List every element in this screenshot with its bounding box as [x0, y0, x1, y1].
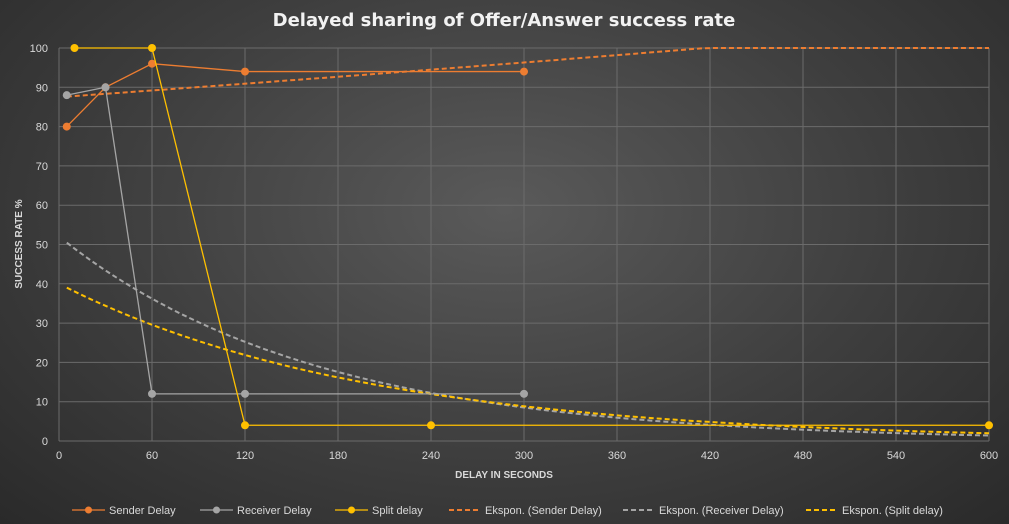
y-tick-labels: 0 10 20 30 40 50 60 70 80 90 100 [30, 43, 48, 448]
trendline [66, 47, 989, 98]
data-point [520, 389, 528, 398]
data-point [62, 122, 71, 131]
x-tick-label: 420 [701, 450, 719, 462]
data-point [148, 59, 156, 68]
x-tick-labels: 0 60 120 180 240 300 360 420 480 540 600 [56, 450, 998, 462]
legend-label: Receiver Delay [237, 505, 312, 517]
data-point [101, 83, 110, 92]
y-tick-label: 50 [36, 240, 48, 252]
legend-label: Sender Delay [109, 505, 176, 517]
legend-marker [213, 506, 220, 514]
y-tick-label: 60 [36, 200, 48, 212]
y-tick-label: 100 [30, 43, 48, 55]
legend: Sender Delay Receiver Delay Split delay Eks… [72, 505, 943, 517]
y-tick-label: 0 [42, 436, 48, 448]
y-tick-label: 90 [36, 82, 48, 94]
legend-marker [348, 506, 355, 514]
x-tick-label: 60 [146, 450, 158, 462]
x-tick-label: 300 [515, 450, 533, 462]
y-tick-label: 40 [36, 279, 48, 291]
trendline [66, 241, 990, 437]
series [62, 44, 993, 430]
data-point [520, 67, 528, 76]
y-tick-label: 70 [36, 161, 48, 173]
trendlines [66, 47, 990, 437]
chart-title: Delayed sharing of Offer/Answer success … [273, 10, 736, 31]
y-tick-label: 20 [36, 357, 48, 369]
legend-marker [85, 506, 92, 514]
data-point [241, 421, 249, 430]
data-point [241, 389, 249, 398]
series-line [66, 86, 524, 395]
y-tick-label: 80 [36, 122, 48, 134]
grid [58, 47, 990, 442]
x-tick-label: 600 [980, 450, 998, 462]
y-tick-label: 30 [36, 318, 48, 330]
x-tick-label: 480 [794, 450, 812, 462]
data-point [148, 389, 156, 398]
series-line [74, 47, 989, 426]
data-point [62, 91, 71, 100]
data-point [427, 421, 435, 430]
trendline [66, 286, 990, 435]
x-tick-label: 360 [608, 450, 626, 462]
legend-label: Ekspon. (Split delay) [842, 505, 943, 517]
legend-label: Ekspon. (Receiver Delay) [659, 505, 784, 517]
series-line [66, 63, 524, 128]
data-point [70, 44, 79, 52]
x-tick-label: 180 [329, 450, 347, 462]
data-point [985, 421, 993, 430]
x-tick-label: 240 [422, 450, 440, 462]
x-tick-label: 0 [56, 450, 62, 462]
y-axis-title: SUCCESS RATE % [14, 199, 25, 288]
data-point [241, 67, 249, 76]
data-point [148, 44, 156, 52]
y-tick-label: 10 [36, 397, 48, 409]
x-tick-label: 120 [236, 450, 254, 462]
x-tick-label: 540 [887, 450, 905, 462]
legend-label: Split delay [372, 505, 423, 517]
legend-label: Ekspon. (Sender Delay) [485, 505, 602, 517]
x-axis-title: DELAY IN SECONDS [455, 470, 553, 481]
